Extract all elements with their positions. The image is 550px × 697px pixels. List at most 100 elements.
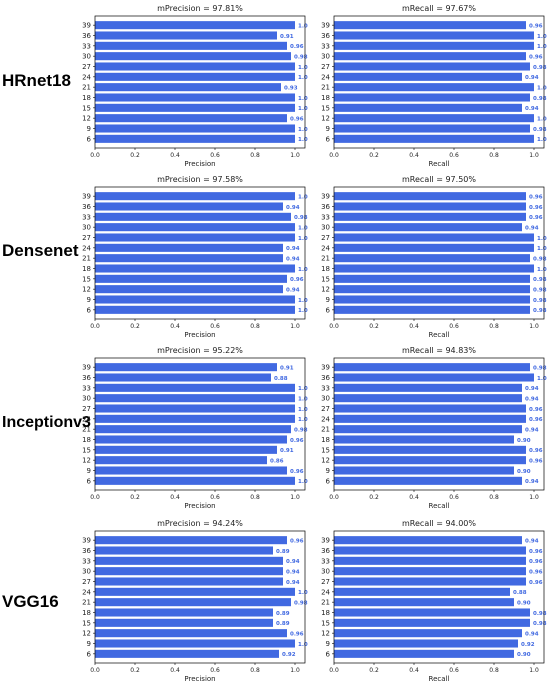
chart-0-1-bar-30 bbox=[334, 52, 526, 61]
chart-3-0-value-label-12: 0.96 bbox=[290, 631, 304, 637]
chart-1-0-category-label-6: 6 bbox=[87, 306, 92, 314]
chart-0-0-bar-15 bbox=[95, 103, 295, 112]
chart-3-0-bar-36 bbox=[95, 546, 273, 555]
chart-3-1-value-label-9: 0.92 bbox=[521, 642, 535, 648]
chart-3-1-category-label-6: 6 bbox=[326, 650, 331, 658]
chart-1-0-value-label-30: 1.0 bbox=[298, 225, 308, 231]
chart-2-1-value-label-15: 0.96 bbox=[529, 448, 543, 454]
chart-1-1-bar-39 bbox=[334, 192, 526, 201]
chart-0-1-bar-27 bbox=[334, 62, 530, 71]
chart-1-1-value-label-24: 1.0 bbox=[537, 246, 547, 252]
chart-2-0-category-label-21: 21 bbox=[82, 426, 91, 434]
chart-0-0-x-tick-label: 0.4 bbox=[170, 152, 180, 159]
chart-2-0-bar-36 bbox=[95, 373, 271, 382]
chart-1-0-category-label-18: 18 bbox=[82, 265, 91, 273]
chart-3-0-x-tick-label: 0.0 bbox=[90, 667, 100, 674]
chart-2-1-category-label-15: 15 bbox=[321, 446, 330, 454]
chart-0-1-x-tick-label: 0.0 bbox=[329, 152, 339, 159]
chart-2-0-category-label-15: 15 bbox=[82, 446, 91, 454]
chart-0-1-value-label-18: 0.98 bbox=[533, 96, 547, 102]
chart-2-0-category-label-18: 18 bbox=[82, 436, 91, 444]
chart-0-1-category-label-33: 33 bbox=[321, 42, 330, 50]
chart-0-0-x-tick-label: 1.0 bbox=[290, 152, 300, 159]
chart-2-1-category-label-30: 30 bbox=[321, 395, 330, 403]
chart-3-0-x-tick-label: 1.0 bbox=[290, 667, 300, 674]
chart-1-0-bar-6 bbox=[95, 305, 295, 314]
chart-3-0-bar-15 bbox=[95, 618, 273, 627]
chart-1-1-bar-30 bbox=[334, 223, 522, 232]
chart-3-1-x-tick-label: 0.2 bbox=[369, 667, 379, 674]
chart-0-0-x-tick-label: 0.8 bbox=[250, 152, 260, 159]
chart-1-0-bar-18 bbox=[95, 264, 295, 273]
chart-2-0-category-label-24: 24 bbox=[82, 415, 91, 423]
chart-1-0-category-label-36: 36 bbox=[82, 203, 91, 211]
chart-3-1-value-label-15: 0.98 bbox=[533, 621, 547, 627]
chart-2-0-x-tick-label: 0.0 bbox=[90, 494, 100, 501]
chart-1-0-category-label-24: 24 bbox=[82, 244, 91, 252]
chart-3-0-bar-24 bbox=[95, 587, 295, 596]
chart-2-0-category-label-36: 36 bbox=[82, 374, 91, 382]
chart-2-1-value-label-27: 0.96 bbox=[529, 407, 543, 413]
chart-2-0-x-tick-label: 0.2 bbox=[130, 494, 140, 501]
chart-0-0-value-label-21: 0.93 bbox=[284, 85, 298, 91]
chart-2-0-category-label-12: 12 bbox=[82, 457, 91, 465]
chart-3-1-category-label-18: 18 bbox=[321, 609, 330, 617]
chart-3-1-bar-36 bbox=[334, 546, 526, 555]
chart-0-0-x-tick-label: 0.0 bbox=[90, 152, 100, 159]
chart-0-1-category-label-12: 12 bbox=[321, 115, 330, 123]
model-label-inceptionv3: Inceptionv3 bbox=[2, 414, 91, 431]
chart-3-1-x-tick-label: 0.8 bbox=[489, 667, 499, 674]
chart-3-1-category-label-33: 33 bbox=[321, 557, 330, 565]
chart-0-1-category-label-39: 39 bbox=[321, 22, 330, 30]
chart-0-1-bar-6 bbox=[334, 134, 534, 143]
chart-1-0-category-label-27: 27 bbox=[82, 234, 91, 242]
chart-3-1-value-label-30: 0.96 bbox=[529, 569, 543, 575]
chart-0-0-bar-24 bbox=[95, 72, 295, 81]
chart-2-1-x-tick-label: 0.8 bbox=[489, 494, 499, 501]
chart-1-1-bar-15 bbox=[334, 274, 530, 283]
chart-3-1-value-label-36: 0.96 bbox=[529, 549, 543, 555]
chart-0-0-title: mPrecision = 97.81% bbox=[157, 4, 243, 13]
chart-0-0-bar-9 bbox=[95, 124, 295, 133]
chart-2-1-bar-30 bbox=[334, 394, 522, 403]
chart-2-1-category-label-39: 39 bbox=[321, 364, 330, 372]
chart-1-0-category-label-33: 33 bbox=[82, 213, 91, 221]
chart-1-1-x-tick-label: 0.0 bbox=[329, 323, 339, 330]
chart-2-1-value-label-6: 0.94 bbox=[525, 479, 539, 485]
chart-2-0-value-label-36: 0.88 bbox=[274, 376, 288, 382]
chart-0-0-bar-27 bbox=[95, 62, 295, 71]
chart-0-0-value-label-6: 1.0 bbox=[298, 137, 308, 143]
chart-2-0-x-tick-label: 1.0 bbox=[290, 494, 300, 501]
chart-1-0-bar-15 bbox=[95, 274, 287, 283]
chart-0-1-value-label-30: 0.96 bbox=[529, 54, 543, 60]
chart-3-1-value-label-27: 0.96 bbox=[529, 580, 543, 586]
chart-0-1-category-label-6: 6 bbox=[326, 135, 331, 143]
model-label-vgg16: VGG16 bbox=[2, 592, 59, 611]
chart-0-0-bar-36 bbox=[95, 31, 277, 40]
chart-0-1-value-label-39: 0.96 bbox=[529, 23, 543, 29]
chart-1-0-bar-39 bbox=[95, 192, 295, 201]
chart-0-0-category-label-15: 15 bbox=[82, 104, 91, 112]
chart-3-0-bar-6 bbox=[95, 649, 279, 658]
chart-0-0-x-tick-label: 0.6 bbox=[210, 152, 220, 159]
chart-0-0-x-axis-label: Precision bbox=[184, 160, 215, 168]
chart-1-1-bar-12 bbox=[334, 285, 530, 294]
chart-2-1-bar-21 bbox=[334, 425, 522, 434]
chart-0-0-category-label-18: 18 bbox=[82, 94, 91, 102]
chart-3-1-value-label-18: 0.98 bbox=[533, 611, 547, 617]
chart-1-0-value-label-33: 0.98 bbox=[294, 215, 308, 221]
chart-2-0-bar-39 bbox=[95, 363, 277, 372]
chart-2-1-frame bbox=[333, 357, 545, 491]
chart-0-0-category-label-39: 39 bbox=[82, 22, 91, 30]
chart-3-1-value-label-12: 0.94 bbox=[525, 631, 539, 637]
chart-0-1-value-label-9: 0.98 bbox=[533, 127, 547, 133]
chart-1-1-value-label-15: 0.98 bbox=[533, 277, 547, 283]
chart-0-0-bar-12 bbox=[95, 114, 287, 123]
chart-1-0-x-tick-label: 0.8 bbox=[250, 323, 260, 330]
chart-0-0-x-tick-label: 0.2 bbox=[130, 152, 140, 159]
chart-3-0-value-label-15: 0.89 bbox=[276, 621, 290, 627]
chart-3-0-bar-18 bbox=[95, 608, 273, 617]
chart-3-1-bar-18 bbox=[334, 608, 530, 617]
chart-2-1-value-label-36: 1.0 bbox=[537, 376, 547, 382]
